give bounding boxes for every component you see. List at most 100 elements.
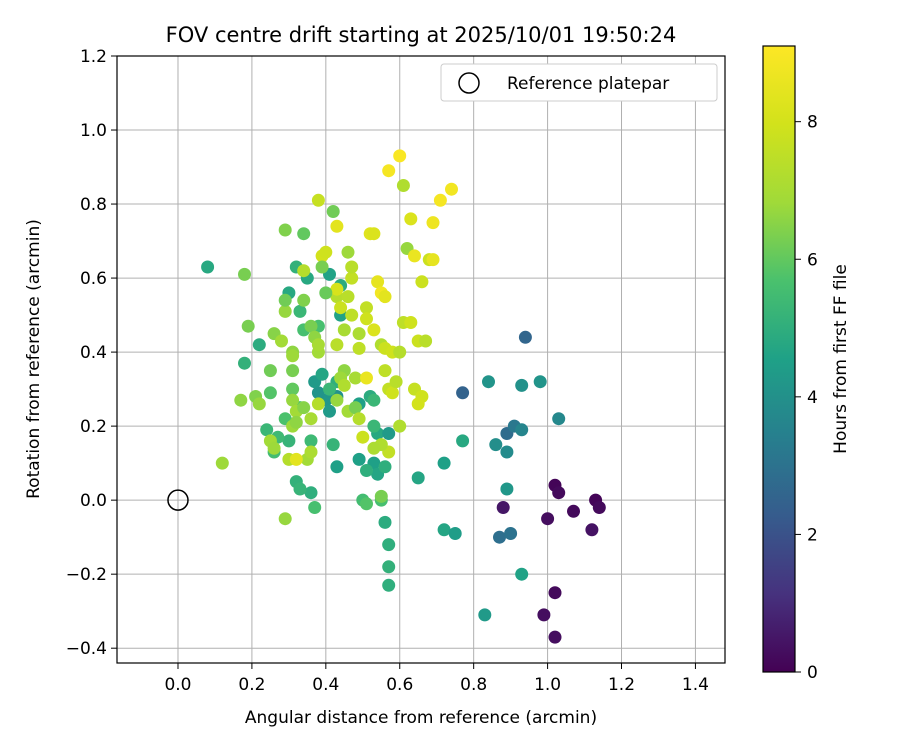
legend: Reference platepar [440, 63, 718, 102]
data-point [352, 341, 366, 355]
y-tick-label: 0.2 [80, 417, 107, 437]
data-point [456, 434, 470, 448]
data-point [482, 375, 495, 389]
data-point [445, 182, 458, 196]
data-point [345, 271, 359, 285]
data-point [448, 527, 462, 540]
data-point [367, 419, 381, 433]
data-point [385, 386, 399, 400]
data-point [337, 378, 351, 392]
x-axis-label: Angular distance from reference (arcmin) [245, 708, 597, 728]
data-point [393, 149, 407, 163]
data-point [278, 223, 292, 237]
data-point [311, 386, 325, 400]
y-tick-label: 0.6 [80, 269, 107, 289]
data-point [567, 504, 580, 518]
data-point [537, 608, 551, 622]
reference-platepar-marker [167, 489, 189, 511]
data-point [215, 456, 229, 470]
data-point [382, 578, 396, 592]
x-tick-label: 1.4 [682, 675, 709, 695]
data-point [201, 260, 215, 274]
data-point [319, 245, 333, 259]
y-tick-label: −0.4 [66, 639, 107, 659]
data-point [286, 393, 300, 407]
data-point [352, 452, 366, 466]
data-point [367, 441, 381, 455]
data-point [478, 608, 492, 622]
data-point [260, 423, 274, 437]
data-point [500, 482, 514, 496]
data-point [367, 323, 381, 337]
data-point [360, 497, 373, 511]
x-tick-label: 1.0 [534, 675, 561, 695]
data-point [282, 434, 296, 448]
y-tick-label: 1.2 [80, 47, 107, 67]
legend-marker-icon [458, 72, 480, 94]
data-point [500, 445, 514, 459]
legend-entry-reference-platepar: Reference platepar [507, 74, 669, 94]
data-point [286, 364, 300, 378]
data-point [360, 301, 373, 315]
data-point [404, 316, 418, 329]
colorbar: 0 2 4 6 8 Hours from first FF file [762, 45, 851, 683]
y-tick-label: 0.0 [80, 491, 107, 511]
data-point [360, 464, 373, 477]
data-point [337, 323, 351, 337]
data-point [415, 275, 429, 289]
chart-title: FOV centre drift starting at 2025/10/01 … [166, 23, 677, 47]
data-point [297, 401, 311, 415]
data-point [396, 179, 410, 192]
data-point [382, 427, 396, 440]
data-point [433, 193, 447, 207]
data-point [552, 486, 566, 500]
data-point [238, 356, 251, 370]
colorbar-tick-label: 2 [807, 525, 818, 545]
colorbar-tick-label: 4 [807, 388, 818, 408]
data-point [426, 253, 440, 267]
data-point [496, 501, 510, 514]
data-point [304, 319, 318, 333]
data-point [330, 338, 344, 352]
data-point [367, 227, 381, 241]
data-point [267, 441, 281, 455]
x-tick-label: 0.6 [386, 675, 413, 695]
data-point [437, 456, 451, 470]
data-point [360, 371, 373, 385]
y-tick-label: 0.8 [80, 195, 107, 215]
colorbar-gradient [762, 45, 796, 673]
data-point [411, 471, 425, 485]
data-point [456, 386, 470, 400]
data-point [493, 530, 506, 544]
data-point [393, 345, 407, 359]
data-point [252, 338, 266, 352]
data-point [382, 538, 396, 552]
data-point [278, 304, 292, 318]
data-point [286, 349, 300, 363]
data-point [378, 290, 392, 304]
x-tick-label: 0.8 [460, 675, 487, 695]
data-point [330, 219, 344, 233]
data-point [308, 501, 322, 514]
data-point [297, 227, 311, 241]
data-point [286, 382, 300, 396]
data-point [533, 375, 547, 389]
data-point [352, 412, 366, 426]
data-point [289, 452, 303, 466]
data-point [548, 630, 562, 644]
data-point [552, 412, 566, 426]
data-point [304, 445, 318, 459]
plot-area [117, 56, 725, 663]
data-point [348, 371, 362, 385]
data-point [315, 367, 329, 381]
data-point [515, 423, 529, 437]
data-point [518, 330, 532, 344]
data-point [389, 375, 403, 389]
data-point [345, 260, 359, 274]
data-point [378, 460, 392, 474]
x-tick-label: 1.2 [608, 675, 635, 695]
y-tick-label: 1.0 [80, 121, 107, 141]
y-axis-label: Rotation from reference (arcmin) [24, 219, 44, 499]
y-tick-label: −0.2 [66, 565, 107, 585]
